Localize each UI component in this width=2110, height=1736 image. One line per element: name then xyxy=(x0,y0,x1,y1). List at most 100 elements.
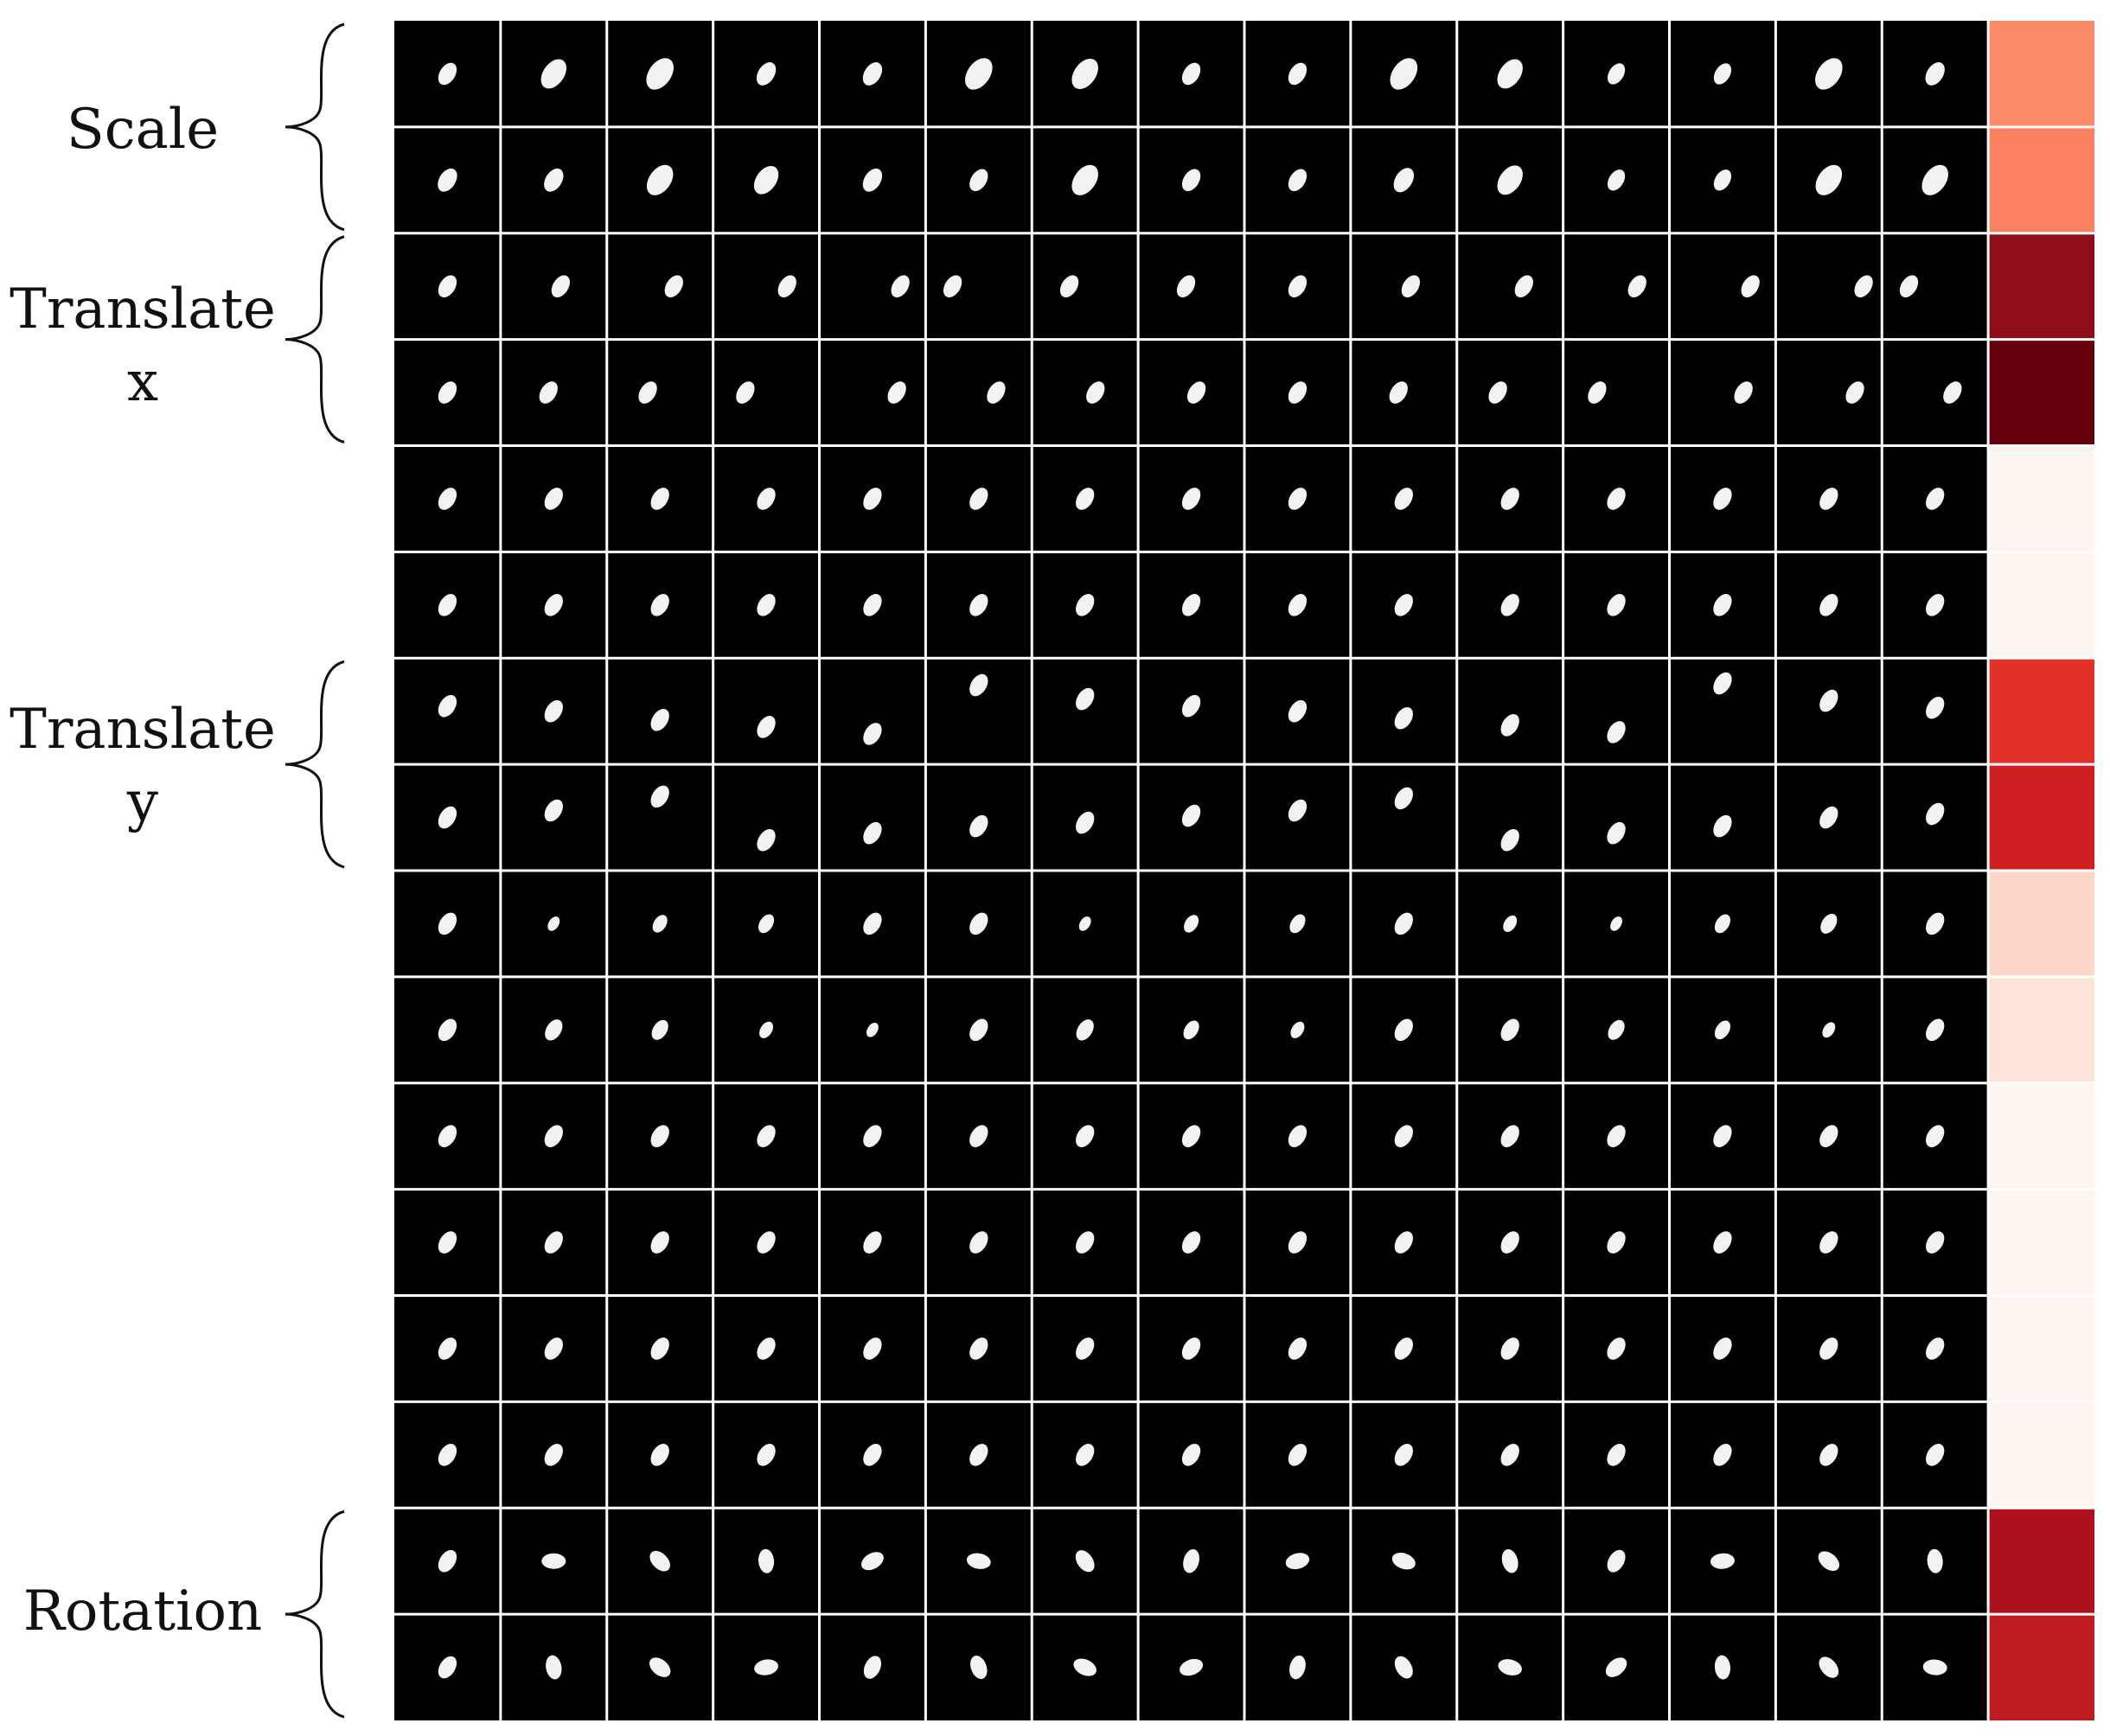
blob-3-5 xyxy=(987,381,1006,404)
cell-7-3 xyxy=(713,764,820,871)
blob-4-11 xyxy=(1607,488,1626,510)
blob-5-7 xyxy=(1181,594,1201,616)
blob-0-2 xyxy=(646,58,674,90)
group-label-translate-y-line-2: y xyxy=(126,770,159,834)
blob-3-14 xyxy=(1943,381,1962,404)
blob-9-3 xyxy=(759,1021,774,1038)
blob-12-13 xyxy=(1819,1337,1838,1360)
blob-15-12 xyxy=(1714,1655,1730,1680)
blob-11-6 xyxy=(1076,1231,1095,1254)
blob-7-3 xyxy=(757,828,776,852)
blob-6-0 xyxy=(438,694,457,718)
blob-6-7 xyxy=(1181,694,1201,718)
heatmap-cell-2 xyxy=(1988,233,2094,340)
blob-1-5 xyxy=(969,169,988,192)
blob-8-12 xyxy=(1714,914,1730,934)
cell-3-6 xyxy=(1032,339,1139,446)
cell-2-12 xyxy=(1669,233,1776,340)
blob-7-2 xyxy=(650,785,669,808)
heatmap-cell-11 xyxy=(1988,1189,2094,1296)
blob-3-11 xyxy=(1588,381,1607,404)
blob-11-0 xyxy=(438,1231,457,1254)
blob-6-12 xyxy=(1713,672,1732,695)
blob-7-5 xyxy=(969,814,988,838)
blob-12-11 xyxy=(1607,1337,1626,1360)
brace-3 xyxy=(285,1509,345,1719)
blob-2-4 xyxy=(891,275,910,297)
blob-7-12 xyxy=(1713,814,1732,838)
blob-15-6 xyxy=(1073,1658,1097,1676)
blob-3-10 xyxy=(1488,381,1507,404)
blob-12-2 xyxy=(650,1337,669,1360)
blob-13-10 xyxy=(1500,1444,1519,1466)
blob-14-6 xyxy=(1075,1550,1095,1573)
blob-10-10 xyxy=(1500,1125,1519,1147)
heatmap-cell-13 xyxy=(1988,1401,2094,1509)
blob-9-11 xyxy=(1608,1019,1625,1040)
blob-3-0 xyxy=(438,381,457,404)
blob-5-14 xyxy=(1926,594,1945,616)
blob-10-5 xyxy=(969,1125,988,1147)
blob-1-1 xyxy=(544,168,564,192)
blob-11-8 xyxy=(1288,1231,1308,1254)
blob-4-14 xyxy=(1926,488,1945,510)
blob-0-1 xyxy=(540,59,567,89)
blob-3-4 xyxy=(887,381,906,404)
blob-12-0 xyxy=(438,1337,457,1360)
blob-0-10 xyxy=(1497,59,1523,89)
blob-11-1 xyxy=(544,1231,563,1254)
cell-2-3 xyxy=(713,233,820,340)
blob-8-7 xyxy=(1184,915,1199,933)
blob-13-2 xyxy=(650,1444,669,1466)
heatmap-cell-6 xyxy=(1988,658,2094,765)
group-label-scale-line-1: Scale xyxy=(66,98,220,162)
group-label-rotation-line-1: Rotation xyxy=(22,1580,263,1643)
blob-11-9 xyxy=(1394,1231,1413,1254)
blob-0-14 xyxy=(1925,62,1945,86)
blob-13-3 xyxy=(757,1444,776,1466)
blob-11-4 xyxy=(863,1231,882,1254)
blob-10-7 xyxy=(1181,1125,1201,1147)
group-label-translate-x-line-1: Translate xyxy=(10,278,276,341)
cell-2-10 xyxy=(1456,233,1563,340)
blob-7-11 xyxy=(1607,821,1626,845)
blob-12-12 xyxy=(1713,1337,1732,1360)
blob-14-9 xyxy=(1391,1552,1416,1570)
blob-5-2 xyxy=(650,594,669,616)
blob-5-10 xyxy=(1500,594,1519,616)
blob-6-1 xyxy=(544,699,563,723)
blob-15-8 xyxy=(1289,1655,1306,1680)
blob-1-4 xyxy=(862,168,883,192)
cell-2-14 xyxy=(1882,233,1989,340)
blob-3-6 xyxy=(1086,381,1105,404)
blob-14-5 xyxy=(966,1553,991,1569)
blob-1-10 xyxy=(1497,165,1523,195)
blob-9-1 xyxy=(545,1019,563,1041)
group-label-scale: Scale xyxy=(0,93,285,166)
blob-9-8 xyxy=(1290,1021,1305,1038)
blob-2-14 xyxy=(1899,275,1919,297)
blob-8-4 xyxy=(863,912,882,935)
blob-0-6 xyxy=(1071,58,1098,90)
blob-11-13 xyxy=(1819,1231,1838,1254)
blob-0-0 xyxy=(438,62,457,86)
blob-2-3 xyxy=(777,275,796,297)
blob-11-14 xyxy=(1926,1231,1945,1254)
blob-5-8 xyxy=(1288,594,1308,616)
blob-0-11 xyxy=(1607,63,1626,85)
blob-9-2 xyxy=(651,1019,668,1040)
cell-3-10 xyxy=(1456,339,1563,446)
blob-13-7 xyxy=(1181,1444,1201,1466)
blob-7-13 xyxy=(1819,806,1838,829)
cell-3-11 xyxy=(1563,339,1670,446)
blob-12-9 xyxy=(1394,1337,1413,1360)
cell-2-2 xyxy=(606,233,713,340)
heatmap-cell-5 xyxy=(1988,552,2094,659)
blob-5-0 xyxy=(438,594,457,616)
heatmap-cell-7 xyxy=(1988,764,2094,871)
blob-12-3 xyxy=(757,1337,776,1360)
group-label-translate-y: Translate y xyxy=(0,693,285,839)
blob-2-9 xyxy=(1401,275,1421,297)
blob-8-0 xyxy=(438,912,457,935)
blob-14-1 xyxy=(541,1553,566,1569)
